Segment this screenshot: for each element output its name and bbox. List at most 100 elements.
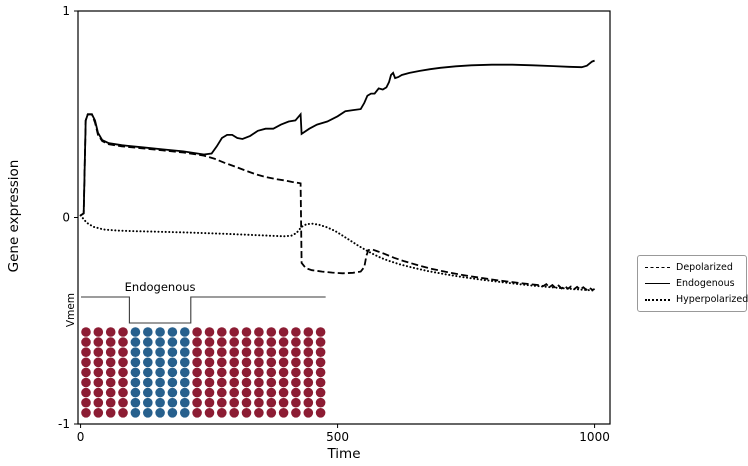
x-tick-label: 0 [77, 430, 85, 444]
cell-dot-red [278, 347, 289, 358]
cell-dot-red [204, 337, 215, 347]
cell-dot-red [204, 357, 215, 368]
cell-dot-blue [180, 408, 190, 418]
cell-dot-red [303, 397, 314, 408]
cell-dot-red [105, 357, 116, 368]
legend-item-endogenous: Endogenous [645, 278, 739, 289]
cell-dot-blue [155, 387, 165, 398]
cell-dot-blue [143, 387, 153, 398]
cell-dot-red [291, 397, 301, 408]
cell-dot-red [303, 357, 314, 368]
cell-dot-red [204, 377, 215, 388]
inset-condition-label: Endogenous [125, 280, 196, 294]
cell-dot-blue [130, 327, 141, 337]
cell-dot-red [204, 387, 215, 398]
cell-dot-red [229, 337, 239, 347]
cell-dot-red [278, 408, 289, 418]
cell-dot-blue [143, 377, 153, 388]
cell-dot-red [217, 347, 227, 358]
cell-dot-blue [143, 327, 153, 337]
cell-dot-red [315, 327, 326, 337]
cell-dot-blue [167, 357, 178, 368]
cell-dot-red [241, 397, 252, 408]
cell-dot-blue [130, 408, 141, 418]
cell-dot-red [105, 337, 116, 347]
cell-dot-red [266, 397, 277, 408]
cell-dot-red [291, 387, 301, 398]
cell-dot-blue [180, 337, 190, 347]
cell-dot-blue [155, 327, 165, 337]
cell-dot-red [303, 377, 314, 388]
cell-dot-red [93, 387, 104, 398]
vmem-pulse-trace [81, 296, 326, 324]
cell-dot-red [229, 367, 239, 378]
cell-dot-red [254, 337, 264, 347]
cell-dot-blue [180, 327, 190, 337]
legend-line-sample-dotted [645, 298, 670, 301]
cell-dot-red [266, 408, 277, 418]
cell-dot-red [217, 397, 227, 408]
cell-dot-red [204, 397, 215, 408]
cell-dot-red [303, 408, 314, 418]
cell-dot-red [105, 377, 116, 388]
cell-dot-red [315, 377, 326, 388]
cell-dot-red [315, 408, 326, 418]
cell-dot-red [303, 367, 314, 378]
legend-line-sample-solid [645, 283, 670, 284]
cell-dot-red [192, 377, 202, 388]
cell-dot-red [217, 387, 227, 398]
cell-dot-red [278, 337, 289, 347]
cell-dot-red [291, 327, 301, 337]
cell-dot-blue [167, 387, 178, 398]
cell-dot-blue [155, 367, 165, 378]
x-tick-label: 500 [326, 430, 349, 444]
cell-dot-red [241, 347, 252, 358]
cell-dot-red [192, 347, 202, 358]
cell-dot-red [192, 327, 202, 337]
cell-dot-blue [167, 327, 178, 337]
cell-dot-red [254, 387, 264, 398]
cell-dot-blue [143, 357, 153, 368]
cell-dot-red [192, 337, 202, 347]
cell-dot-blue [167, 347, 178, 358]
cell-dot-red [93, 397, 104, 408]
cell-dot-red [81, 337, 91, 347]
cell-dot-red [241, 337, 252, 347]
legend-label: Hyperpolarized [676, 294, 748, 305]
cell-dot-blue [167, 367, 178, 378]
cell-dot-red [254, 357, 264, 368]
cell-dot-red [241, 408, 252, 418]
cell-dot-red [81, 347, 91, 358]
cell-dot-red [118, 357, 128, 368]
cell-dot-red [278, 397, 289, 408]
y-tick-label: 0 [62, 211, 70, 225]
cell-dot-red [93, 347, 104, 358]
cell-dot-red [266, 377, 277, 388]
series-line-hyperpolarized [79, 214, 596, 292]
cell-dot-red [105, 387, 116, 398]
cell-dot-red [254, 347, 264, 358]
cell-dot-red [315, 347, 326, 358]
cell-dot-red [192, 357, 202, 368]
cell-dot-blue [143, 397, 153, 408]
cell-dot-red [118, 327, 128, 337]
cell-dot-red [266, 357, 277, 368]
cell-dot-red [217, 357, 227, 368]
cell-dot-blue [167, 337, 178, 347]
cell-dot-red [254, 377, 264, 388]
cell-dot-red [81, 377, 91, 388]
cell-dot-red [118, 347, 128, 358]
legend-item-hyperpolarized: Hyperpolarized [645, 294, 748, 305]
cell-dot-red [93, 377, 104, 388]
cell-dot-red [81, 327, 91, 337]
cell-dot-red [204, 367, 215, 378]
cell-dot-red [315, 337, 326, 347]
cell-dot-red [105, 367, 116, 378]
cell-dot-red [217, 337, 227, 347]
cell-dot-red [278, 357, 289, 368]
cell-dot-blue [130, 357, 141, 368]
cell-dot-red [291, 337, 301, 347]
cell-dot-red [118, 408, 128, 418]
cell-dot-blue [155, 347, 165, 358]
cell-dot-red [118, 377, 128, 388]
